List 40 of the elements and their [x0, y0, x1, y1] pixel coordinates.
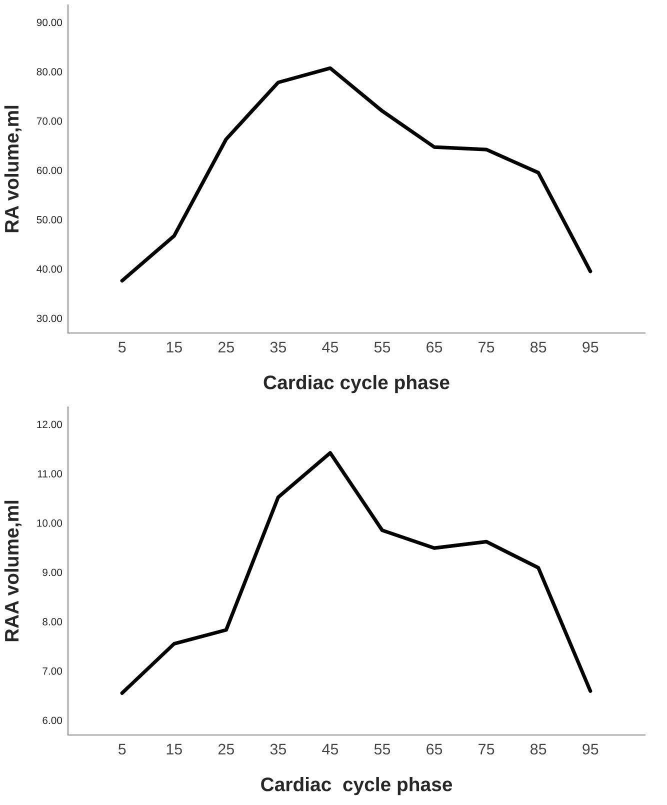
y-tick-label: 70.00	[36, 117, 62, 125]
y-tick-label: 8.00	[42, 618, 62, 626]
y-tick-label: 10.00	[37, 519, 62, 527]
line-series	[120, 66, 592, 283]
y-tick-label: 6.00	[42, 716, 62, 724]
x-tick-label: 65	[426, 342, 442, 353]
x-tick-label: 65	[426, 744, 442, 755]
x-axis-title: Cardiac cycle phase	[261, 777, 452, 796]
x-tick-label: 5	[118, 342, 126, 353]
x-tick-label: 45	[322, 744, 338, 755]
y-tick-label: 12.00	[37, 420, 62, 428]
y-tick-label: 80.00	[36, 68, 62, 76]
y-tick-label: 30.00	[36, 314, 62, 322]
x-tick-label: 75	[478, 744, 494, 755]
x-tick-label: 15	[166, 744, 182, 755]
x-tick-label: 95	[582, 744, 598, 755]
x-tick-label: 85	[530, 342, 546, 353]
x-tick-label: 55	[374, 744, 390, 755]
x-axis-title: Cardiac cycle phase	[264, 375, 450, 394]
x-tick-label: 85	[530, 744, 546, 755]
x-tick-label: 5	[118, 744, 126, 755]
x-tick-label: 15	[166, 342, 182, 353]
x-tick-label: 35	[270, 744, 286, 755]
x-tick-label: 75	[478, 342, 494, 353]
y-axis-title: RA volume,ml	[4, 106, 22, 232]
x-tick-label: 55	[374, 342, 390, 353]
y-tick-label: 9.00	[42, 568, 62, 576]
y-tick-label: 60.00	[36, 166, 62, 174]
x-tick-label: 45	[322, 342, 338, 353]
x-tick-label: 25	[218, 342, 234, 353]
y-axis-title: RAA volume,ml	[4, 500, 22, 642]
y-tick-label: 50.00	[36, 216, 62, 224]
y-tick-label: 11.00	[38, 470, 62, 478]
x-tick-label: 35	[270, 342, 286, 353]
x-tick-label: 95	[582, 342, 598, 353]
x-tick-label: 25	[218, 744, 234, 755]
line-series	[120, 451, 592, 695]
y-tick-label: 7.00	[42, 667, 62, 675]
y-tick-label: 90.00	[36, 18, 62, 26]
y-tick-label: 40.00	[36, 265, 62, 273]
